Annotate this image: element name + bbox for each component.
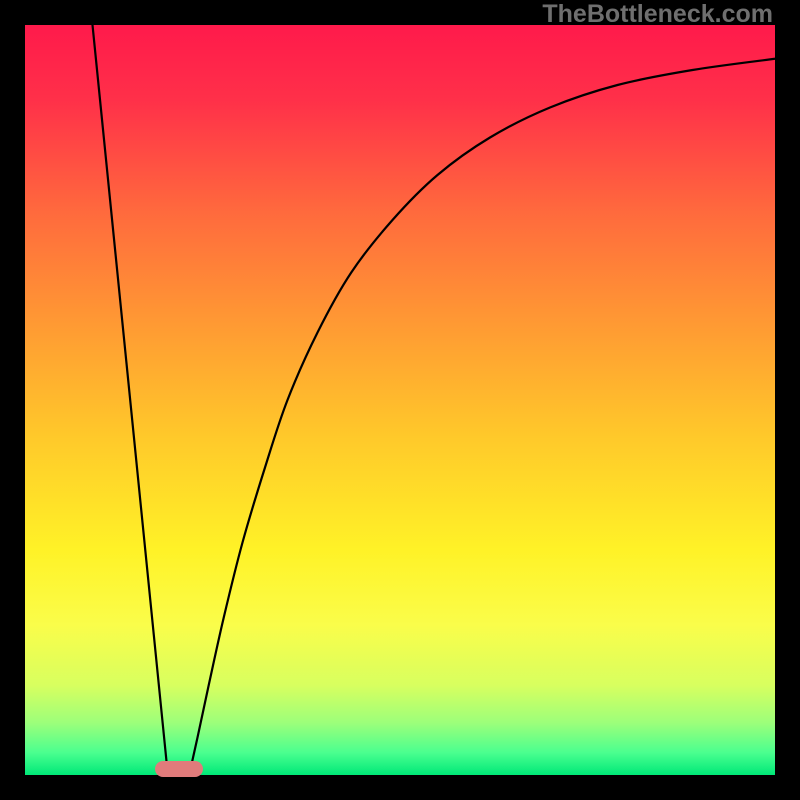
curves-layer [25,25,775,775]
right-curve [190,59,775,772]
left-line [93,25,168,771]
watermark-text: TheBottleneck.com [542,0,773,29]
chart-container: TheBottleneck.com [0,0,800,800]
plot-area [25,25,775,775]
optimum-marker [155,761,203,777]
